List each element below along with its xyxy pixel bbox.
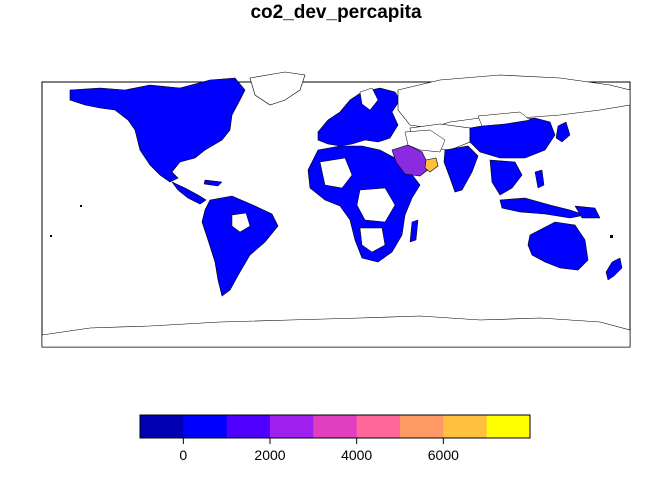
region-caribbean [203, 179, 223, 187]
region-africa-no-data-south [359, 227, 386, 253]
legend-frame [139, 414, 531, 439]
legend-bin [270, 415, 314, 438]
region-japan [555, 121, 571, 143]
region-antarctica-no-data [41, 315, 631, 348]
legend-bin [443, 415, 488, 438]
world-map [41, 71, 631, 348]
region-indonesia [499, 197, 587, 219]
legend-bin [226, 415, 271, 438]
region-europe [317, 87, 401, 147]
region-africa-no-data-west [319, 157, 353, 189]
legend-bin [486, 415, 531, 438]
legend-tick-label: 6000 [428, 447, 459, 463]
region-papua [574, 205, 601, 219]
color-legend: 0 2000 4000 6000 [139, 414, 531, 463]
region-central-america [171, 181, 207, 205]
region-philippines [534, 169, 545, 189]
legend-bin [140, 415, 184, 438]
region-new-zealand [605, 257, 623, 281]
legend-tick-label: 4000 [341, 447, 372, 463]
region-north-america [69, 77, 246, 183]
legend-bin [356, 415, 401, 438]
region-south-america [201, 195, 279, 297]
plot-title: co2_dev_percapita [250, 2, 422, 23]
legend-bin [400, 415, 444, 438]
region-australia [527, 221, 589, 271]
region-south-america-no-data [231, 212, 251, 233]
legend-bin [313, 415, 358, 438]
region-scandinavia-no-data [359, 87, 379, 111]
legend-tick-label: 2000 [254, 447, 285, 463]
region-southeast-asia [489, 159, 523, 196]
region-iran-no-data [404, 129, 446, 153]
region-greenland [249, 71, 306, 106]
region-africa-no-data-central [356, 187, 396, 223]
legend-tick-label: 0 [179, 447, 187, 463]
region-india [443, 145, 479, 193]
region-madagascar [409, 219, 419, 243]
region-mongolia-no-data [477, 111, 531, 127]
legend-bin [183, 415, 228, 438]
region-oman [424, 157, 439, 173]
